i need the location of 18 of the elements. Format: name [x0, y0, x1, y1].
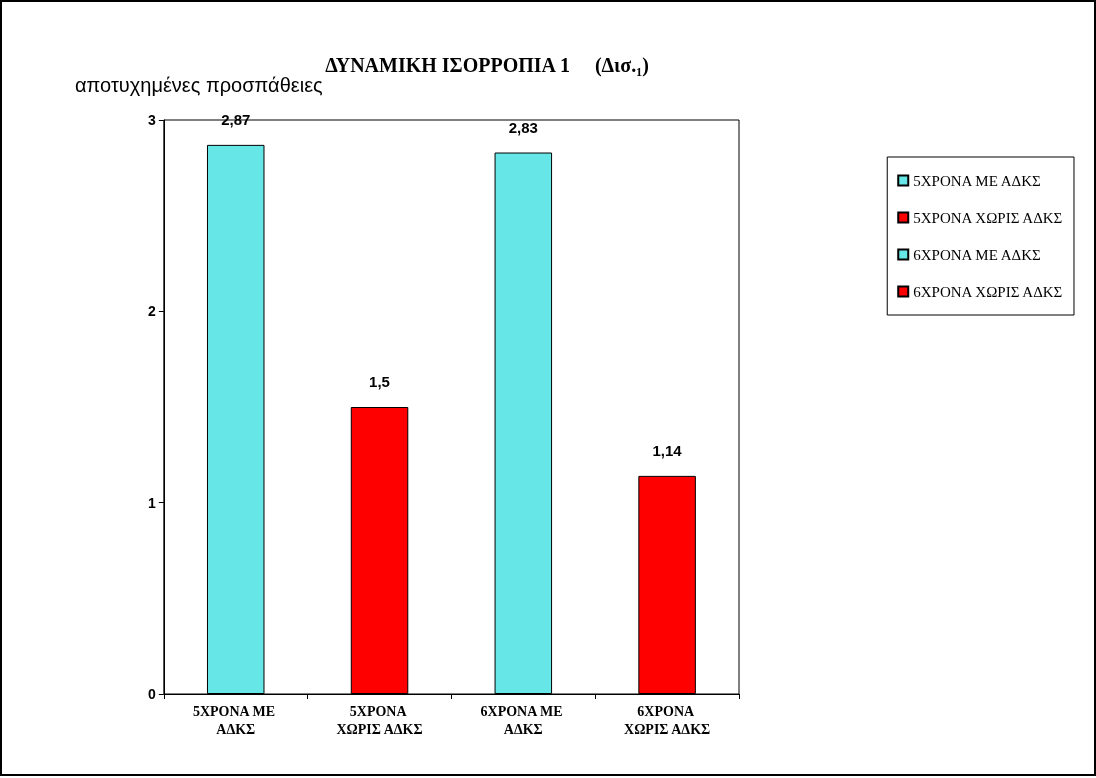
y-tick-label: 3: [148, 112, 157, 128]
y-tick-label: 1: [148, 494, 157, 511]
legend-label: 5ΧΡΟΝΑ ΜΕ ΑΔΚΣ: [913, 172, 1041, 189]
x-tick-label: 6ΧΡΟΝΑ ΜΕ ΑΔΚΣ: [480, 703, 567, 737]
data-label: 2,83: [508, 118, 538, 136]
data-label: 1,5: [369, 373, 390, 390]
data-label: 2,87: [221, 110, 251, 128]
y-tick-label: 2: [148, 303, 157, 320]
chart-title: ΔΥΝΑΜΙΚΗ ΙΣΟΡΡΟΠΙΑ 1 (Δισ.₁): [325, 54, 649, 77]
x-tick-label: 5ΧΡΟΝΑ ΜΕ ΑΔΚΣ: [192, 703, 279, 737]
legend-label: 6ΧΡΟΝΑ ΧΩΡΙΣ ΑΔΚΣ: [913, 283, 1063, 300]
legend-label: 6ΧΡΟΝΑ ΜΕ ΑΔΚΣ: [913, 246, 1041, 263]
y-tick-label: 0: [148, 686, 157, 702]
y-axis-title: αποτυχημένες προσπάθειες: [75, 74, 324, 96]
legend-label: 5ΧΡΟΝΑ ΧΩΡΙΣ ΑΔΚΣ: [913, 209, 1063, 226]
data-label: 1,14: [652, 441, 683, 459]
x-tick-label: 5ΧΡΟΝΑ ΧΩΡΙΣ ΑΔΚΣ: [336, 703, 423, 737]
x-tick-label: 6ΧΡΟΝΑ ΧΩΡΙΣ ΑΔΚΣ: [624, 703, 711, 737]
